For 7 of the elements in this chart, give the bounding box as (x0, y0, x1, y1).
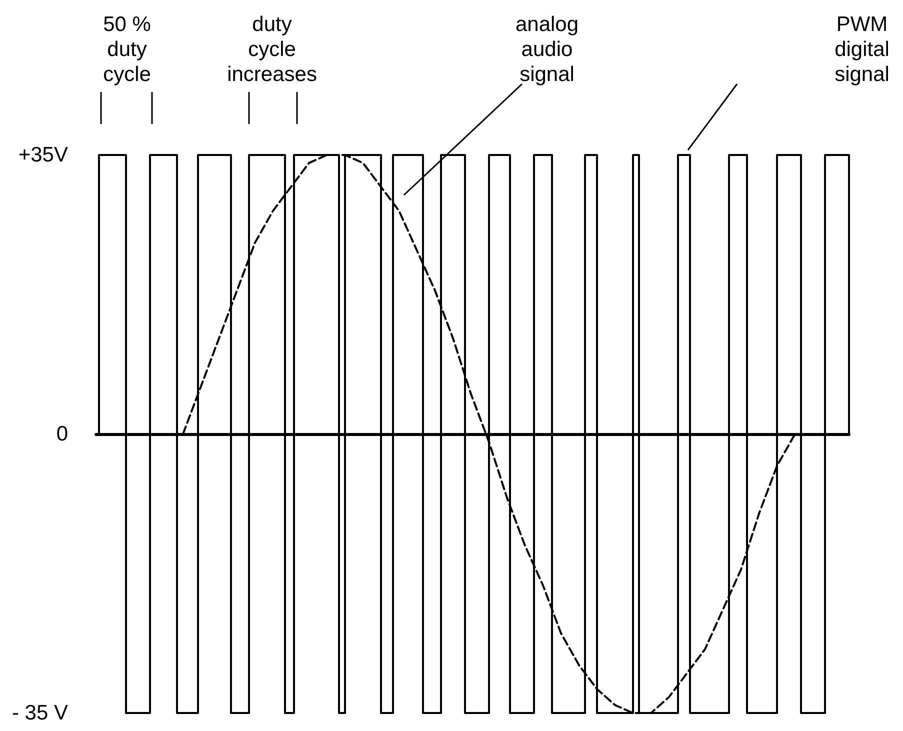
text: duty cycle increases (227, 12, 317, 87)
y-tick-label: - 35 V (12, 702, 68, 724)
text: 50 % duty cycle (102, 12, 152, 87)
y-tick-label: +35V (18, 144, 68, 166)
y-tick-label: 0 (56, 422, 68, 446)
text: PWM digital signal (834, 12, 890, 87)
text: analog audio signal (515, 12, 579, 87)
